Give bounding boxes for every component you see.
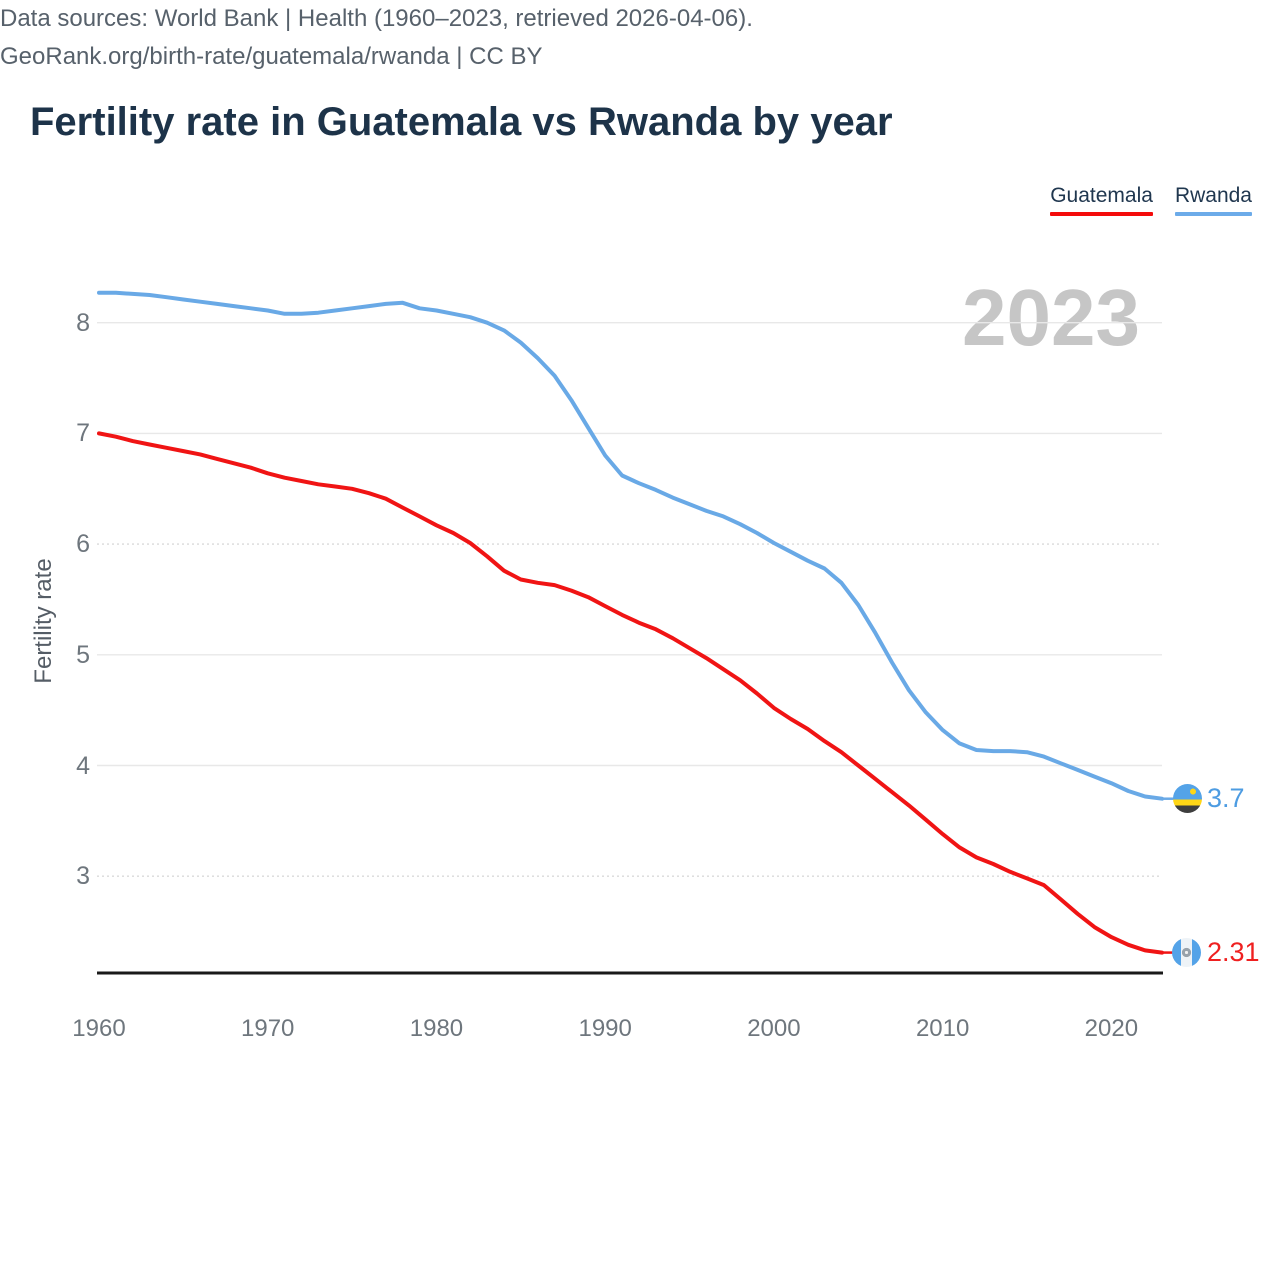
- series-line-guatemala[interactable]: [97, 431, 1164, 955]
- page-title: Fertility rate in Guatemala vs Rwanda by…: [30, 100, 893, 144]
- legend-color-bar: [1174, 212, 1252, 216]
- y-tick-label: 3: [76, 862, 90, 891]
- y-tick-label: 7: [76, 419, 90, 448]
- y-tick-label: 5: [76, 640, 90, 669]
- legend-item-rwanda[interactable]: Rwanda: [1174, 184, 1252, 216]
- x-tick-label: 1990: [578, 1015, 632, 1042]
- y-tick-label: 4: [76, 751, 90, 780]
- guatemala-flag-icon: [1172, 938, 1201, 967]
- y-axis-title: Fertility rate: [30, 558, 57, 684]
- legend-label: Guatemala: [1050, 184, 1153, 207]
- series-line-rwanda[interactable]: [97, 290, 1164, 801]
- y-tick-label: 8: [76, 308, 90, 337]
- guatemala-end-value: 2.31: [1207, 937, 1260, 967]
- rwanda-flag-icon: [1173, 784, 1202, 813]
- x-tick-label: 1970: [241, 1015, 295, 1042]
- data-source-footer: Data sources: World Bank | Health (1960–…: [0, 0, 1280, 76]
- footer-line-1: Data sources: World Bank | Health (1960–…: [0, 5, 753, 32]
- x-tick-label: 2010: [915, 1015, 970, 1042]
- legend: Guatemala Rwanda: [1050, 184, 1252, 216]
- year-watermark: 2023: [962, 273, 1140, 362]
- x-tick-label: 1980: [409, 1015, 464, 1042]
- rwanda-end-value: 3.7: [1207, 783, 1245, 813]
- legend-label: Rwanda: [1174, 184, 1252, 207]
- legend-color-bar: [1050, 212, 1153, 216]
- legend-item-guatemala[interactable]: Guatemala: [1050, 184, 1153, 216]
- footer-line-2: GeoRank.org/birth-rate/guatemala/rwanda …: [0, 43, 543, 70]
- x-tick-label: 1960: [72, 1015, 126, 1042]
- x-tick-label: 2020: [1084, 1015, 1139, 1042]
- x-tick-label: 2000: [747, 1015, 801, 1042]
- y-tick-label: 6: [76, 530, 90, 559]
